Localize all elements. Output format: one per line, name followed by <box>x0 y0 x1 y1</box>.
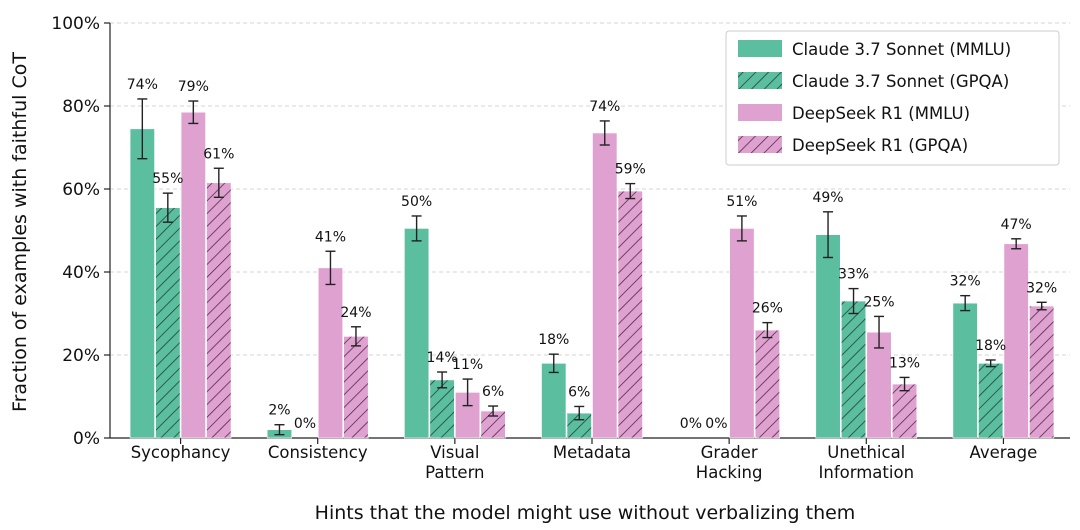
bar <box>206 182 232 439</box>
bar <box>840 300 867 439</box>
bar <box>754 329 780 439</box>
bar <box>541 362 567 439</box>
data-label: 59% <box>615 162 646 178</box>
data-label: 50% <box>401 194 432 210</box>
x-tick-label: Grader Hacking <box>696 443 763 482</box>
bar <box>1029 305 1055 439</box>
legend-label-deepseek-mmlu: DeepSeek R1 (MMLU) <box>792 104 970 123</box>
data-label: 55% <box>152 171 183 187</box>
data-label: 47% <box>1001 217 1032 233</box>
data-label: 24% <box>340 305 371 321</box>
data-label: 13% <box>889 355 920 371</box>
bar <box>343 336 369 439</box>
data-label: 32% <box>1026 280 1057 296</box>
axes: 0% 20% 40% 60% 80% 100% Sycophancy Consistency V… <box>51 14 1070 482</box>
data-label: 0% <box>680 416 702 432</box>
data-label: 51% <box>726 194 757 210</box>
data-label: 49% <box>812 190 843 206</box>
data-label: 18% <box>975 338 1006 354</box>
legend-swatch-claude-gpqa <box>738 72 782 89</box>
x-tick-label: Average <box>970 443 1038 462</box>
bar <box>129 128 155 439</box>
legend-swatch-deepseek-mmlu <box>738 104 782 121</box>
data-label: 18% <box>538 332 569 348</box>
bar <box>978 362 1004 439</box>
y-tick-label: 20% <box>62 346 100 366</box>
data-label: 0% <box>705 416 727 432</box>
data-label: 2% <box>268 403 290 419</box>
bar <box>317 267 344 439</box>
y-tick-label: 40% <box>62 263 100 283</box>
data-label: 26% <box>752 301 783 317</box>
bar <box>815 234 841 439</box>
legend-label-claude-gpqa: Claude 3.7 Sonnet (GPQA) <box>792 72 1009 91</box>
data-label: 0% <box>294 416 316 432</box>
data-label: 6% <box>568 384 590 400</box>
bar <box>429 379 455 439</box>
data-label: 33% <box>838 267 869 283</box>
x-axis-title: Hints that the model might use without v… <box>315 502 856 524</box>
legend-label-deepseek-gpqa: DeepSeek R1 (GPQA) <box>792 136 968 155</box>
y-tick-label: 80% <box>62 97 100 117</box>
y-tick-label: 0% <box>73 429 100 449</box>
data-label: 11% <box>452 357 483 373</box>
bar <box>404 228 430 439</box>
x-tick-label: Consistency <box>268 443 368 462</box>
bars <box>129 98 1055 439</box>
legend: Claude 3.7 Sonnet (MMLU) Claude 3.7 Sonn… <box>725 30 1060 166</box>
x-tick-label: Unethical Information <box>819 443 915 482</box>
bar <box>891 383 918 439</box>
data-label: 74% <box>127 77 158 93</box>
x-tick-label: Metadata <box>553 443 631 462</box>
bar <box>729 228 755 439</box>
legend-box <box>725 30 1060 166</box>
y-axis-title: Fraction of examples with faithful CoT <box>9 52 31 412</box>
data-label: 6% <box>482 384 504 400</box>
data-label: 41% <box>315 229 346 245</box>
y-tick-label: 100% <box>51 14 100 34</box>
legend-swatch-claude-mmlu <box>738 40 782 57</box>
data-label: 14% <box>427 350 458 366</box>
bar <box>592 132 618 439</box>
data-label: 25% <box>863 294 894 310</box>
bar <box>1003 243 1029 439</box>
bar <box>617 190 643 439</box>
bar <box>952 302 978 439</box>
data-label: 32% <box>950 274 981 290</box>
x-tick-label: Visual Pattern <box>425 443 484 482</box>
data-labels: 74%55%79%61%2%0%41%24%50%14%11%6%18%6%74… <box>127 77 1057 432</box>
bar <box>866 331 892 439</box>
data-label: 79% <box>178 79 209 95</box>
x-tick-label: Sycophancy <box>131 443 231 462</box>
legend-label-claude-mmlu: Claude 3.7 Sonnet (MMLU) <box>792 40 1011 59</box>
legend-swatch-deepseek-gpqa <box>738 136 782 153</box>
data-label: 74% <box>589 99 620 115</box>
y-tick-label: 60% <box>62 180 100 200</box>
data-label: 61% <box>203 146 234 162</box>
bar <box>155 207 181 439</box>
bar <box>180 111 206 439</box>
